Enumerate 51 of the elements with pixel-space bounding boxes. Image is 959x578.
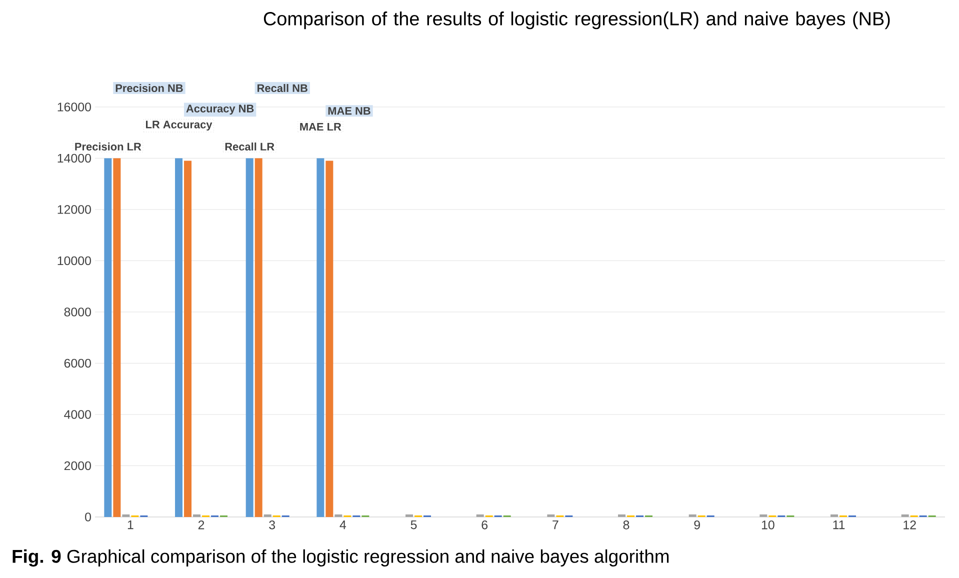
x-tick-label: 6 bbox=[482, 520, 488, 530]
bar bbox=[175, 158, 183, 517]
bar bbox=[830, 514, 838, 517]
y-tick-label: 6000 bbox=[64, 358, 91, 368]
text: Fig. 9 Graphical comparison of the logistic regression and naive bayes algorithm bbox=[12, 549, 669, 567]
y-tick-label: 2000 bbox=[64, 461, 91, 470]
bar bbox=[122, 514, 130, 517]
y-tick-label: 0 bbox=[85, 512, 91, 522]
x-tick-label: 3 bbox=[269, 520, 276, 530]
bar bbox=[254, 158, 262, 517]
bar bbox=[193, 514, 201, 517]
bar bbox=[901, 514, 909, 517]
x-tick-label: 8 bbox=[623, 520, 630, 530]
bar bbox=[264, 514, 272, 517]
bar bbox=[316, 158, 324, 517]
bar bbox=[618, 514, 626, 517]
y-tick-label: 4000 bbox=[64, 410, 91, 419]
annotation: MAE LR bbox=[300, 123, 342, 131]
bar bbox=[104, 158, 112, 517]
x-tick-label: 4 bbox=[340, 520, 346, 530]
x-tick-label: 2 bbox=[198, 520, 204, 530]
x-tick-label: 12 bbox=[904, 520, 916, 530]
annotation: LR Accuracy bbox=[146, 120, 212, 131]
bar bbox=[476, 514, 484, 517]
annotation: Precision LR bbox=[75, 142, 142, 151]
annotation: Recall LR bbox=[225, 142, 274, 151]
text: Recall NB bbox=[258, 84, 308, 92]
bar bbox=[246, 158, 254, 517]
bar bbox=[113, 158, 121, 517]
bar bbox=[334, 514, 342, 517]
x-tick-label: 5 bbox=[410, 520, 417, 530]
bar bbox=[547, 514, 555, 517]
bar bbox=[326, 160, 334, 517]
annotation: Accuracy NB bbox=[186, 104, 254, 115]
bar bbox=[760, 514, 768, 517]
y-tick-label: 10000 bbox=[58, 256, 91, 266]
y-tick-label: 12000 bbox=[58, 205, 91, 214]
bar bbox=[184, 160, 192, 517]
bar bbox=[406, 514, 414, 517]
text: Precision NB bbox=[116, 84, 183, 92]
bar bbox=[688, 514, 696, 517]
annotation: MAE NB bbox=[328, 107, 370, 115]
x-tick-label: 11 bbox=[833, 520, 845, 530]
x-tick-label: 1 bbox=[128, 520, 134, 530]
y-tick-label: 8000 bbox=[64, 308, 91, 316]
x-tick-label: 9 bbox=[694, 520, 700, 530]
x-tick-label: 7 bbox=[552, 520, 558, 530]
chart-title: Comparison of the results of logistic regression(LR) and naive bayes (NB) bbox=[264, 12, 890, 30]
x-tick-label: 10 bbox=[762, 520, 774, 530]
y-tick-label: 14000 bbox=[58, 154, 91, 163]
y-tick-label: 16000 bbox=[58, 102, 91, 112]
